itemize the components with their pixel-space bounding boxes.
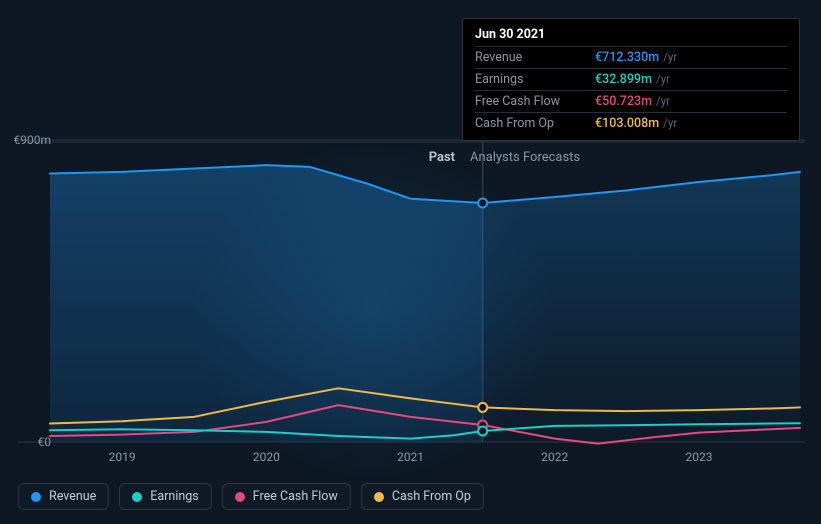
legend-item-label: Cash From Op — [392, 489, 471, 504]
tooltip-row-unit: /yr — [652, 94, 670, 108]
chart-legend: Revenue Earnings Free Cash Flow Cash From O… — [18, 483, 484, 510]
tooltip-row: Earnings€32.899m/yr — [475, 69, 787, 91]
x-axis-label: 2019 — [109, 450, 136, 464]
legend-dot-icon — [31, 492, 41, 502]
y-axis-label: €900m — [0, 133, 51, 147]
financial-chart: €900m €0 2019 2020 2021 2022 2023 Past Analys… — [0, 0, 821, 524]
x-axis-label: 2023 — [686, 450, 713, 464]
legend-item-earnings[interactable]: Earnings — [119, 483, 211, 510]
tooltip-row-value: €103.008m — [595, 116, 659, 131]
x-axis-label: 2021 — [397, 450, 424, 464]
tooltip-row-unit: /yr — [659, 116, 677, 130]
tooltip-row: Cash From Op€103.008m/yr — [475, 113, 787, 135]
tooltip-row-value: €712.330m — [595, 50, 659, 65]
y-axis-label: €0 — [0, 435, 51, 449]
legend-item-label: Free Cash Flow — [253, 489, 338, 504]
tooltip-row-unit: /yr — [659, 50, 677, 64]
legend-dot-icon — [235, 492, 245, 502]
x-axis-label: 2022 — [541, 450, 568, 464]
legend-item-label: Revenue — [49, 489, 96, 504]
legend-item-cashop[interactable]: Cash From Op — [361, 483, 484, 510]
tooltip-row-value: €32.899m — [595, 72, 652, 87]
tooltip-row: Revenue€712.330m/yr — [475, 47, 787, 69]
tooltip-row-unit: /yr — [652, 72, 670, 86]
tooltip-date: Jun 30 2021 — [475, 27, 787, 46]
tooltip-row-label: Revenue — [475, 47, 595, 69]
x-axis-label: 2020 — [253, 450, 280, 464]
tooltip-row-label: Free Cash Flow — [475, 91, 595, 113]
chart-tooltip: Jun 30 2021 Revenue€712.330m/yrEarnings€… — [462, 18, 800, 141]
section-label-forecast: Analysts Forecasts — [470, 150, 580, 165]
section-label-past: Past — [429, 150, 455, 165]
tooltip-row: Free Cash Flow€50.723m/yr — [475, 91, 787, 113]
tooltip-table: Revenue€712.330m/yrEarnings€32.899m/yrFr… — [475, 46, 787, 134]
legend-item-revenue[interactable]: Revenue — [18, 483, 109, 510]
legend-dot-icon — [374, 492, 384, 502]
legend-dot-icon — [132, 492, 142, 502]
legend-item-fcf[interactable]: Free Cash Flow — [222, 483, 351, 510]
tooltip-row-label: Earnings — [475, 69, 595, 91]
tooltip-row-value: €50.723m — [595, 94, 652, 109]
legend-item-label: Earnings — [150, 489, 198, 504]
tooltip-row-label: Cash From Op — [475, 113, 595, 135]
